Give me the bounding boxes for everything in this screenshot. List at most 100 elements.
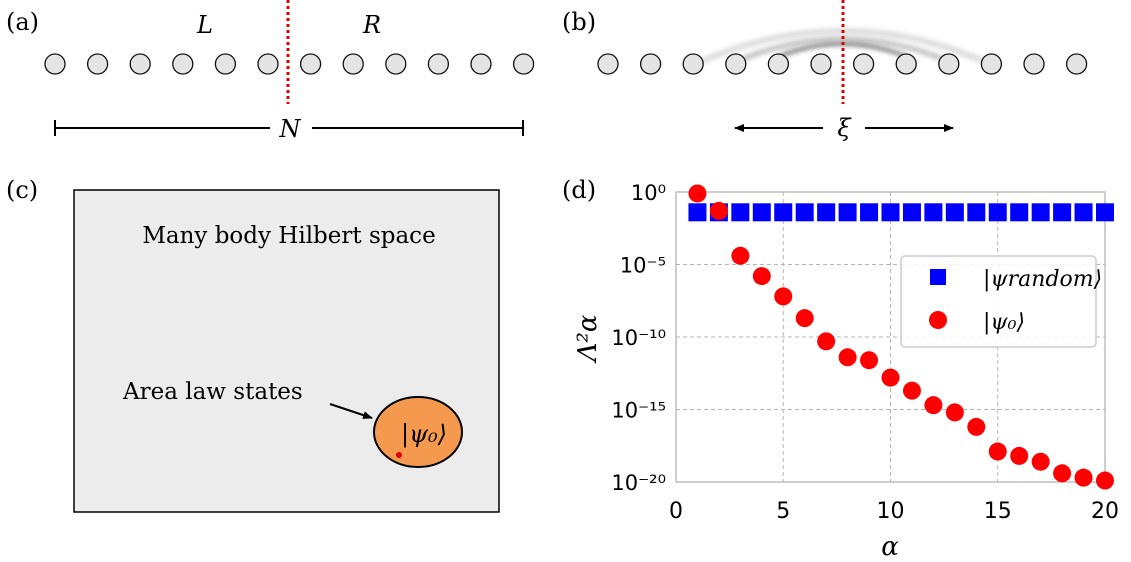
lattice-b-site [895, 53, 917, 75]
data-point-random [1031, 203, 1050, 222]
data-point-psi0 [902, 381, 921, 400]
panel-c: (c) Many body Hilbert space Area law sta… [6, 176, 500, 513]
data-point-psi0 [1031, 452, 1050, 471]
correlation-length-label: ξ [837, 114, 852, 142]
area-law-arrow [329, 403, 373, 419]
y-tick-label: 10⁰ [631, 181, 666, 205]
lattice-a-site [512, 53, 535, 75]
lattice-b-site [810, 53, 832, 75]
lattice-a-site [129, 53, 151, 75]
panel-b: (b) ξ [562, 0, 1088, 142]
lattice-b-site [639, 53, 662, 75]
panel-b-label: (b) [562, 8, 596, 36]
data-point-psi0 [817, 332, 836, 351]
data-point-random [688, 203, 707, 222]
data-point-random [1053, 203, 1072, 222]
panel-a-label: (a) [6, 8, 39, 36]
hilbert-space-title: Many body Hilbert space [142, 223, 435, 249]
data-point-random [988, 203, 1007, 222]
data-point-psi0 [688, 184, 707, 203]
lattice-b-site [1065, 53, 1088, 75]
lattice-b-site [852, 53, 875, 75]
legend-box [900, 255, 1097, 348]
series-psi0-markers [688, 184, 1114, 490]
data-point-psi0 [774, 287, 793, 306]
lattice-a-site [342, 53, 364, 75]
lattice-b-site [938, 53, 960, 75]
lattice-a-site [427, 53, 450, 75]
data-point-random [945, 203, 964, 222]
data-point-psi0 [709, 201, 728, 220]
lattice-sites-a [44, 53, 535, 75]
data-point-psi0 [1096, 471, 1114, 490]
data-point-random [774, 203, 793, 222]
area-law-region [373, 396, 463, 468]
y-axis-label: Λ²α [573, 314, 603, 363]
y-tick-labels: 10⁰ 10⁻⁵ 10⁻¹⁰ 10⁻¹⁵ 10⁻²⁰ [611, 181, 666, 495]
legend-label-psi0: |ψ₀⟩ [983, 310, 1025, 335]
data-point-psi0 [1010, 446, 1029, 465]
legend: |ψrandom⟩ |ψ₀⟩ [900, 255, 1102, 348]
lattice-b-site [980, 53, 1003, 75]
data-point-random [902, 203, 921, 222]
data-point-psi0 [795, 309, 814, 328]
data-point-random [881, 203, 900, 222]
x-tick-label: 0 [669, 499, 683, 524]
panel-d-label: (d) [562, 176, 596, 204]
lattice-a-site [44, 53, 66, 75]
y-tick-label: 10⁻⁵ [620, 254, 666, 278]
panel-c-label: (c) [6, 176, 38, 204]
data-point-random [838, 203, 857, 222]
data-point-random [860, 203, 879, 222]
lattice-a-site [172, 53, 194, 75]
x-axis-label: α [881, 532, 899, 562]
legend-label-random: |ψrandom⟩ [983, 267, 1102, 292]
data-point-psi0 [838, 348, 857, 367]
data-point-random [967, 203, 986, 222]
ground-state-label: |ψ₀⟩ [401, 420, 447, 449]
legend-marker-random [930, 269, 946, 285]
lattice-a-site [470, 53, 492, 75]
data-point-psi0 [945, 403, 964, 422]
data-point-psi0 [924, 396, 943, 415]
system-size-label: N [279, 115, 302, 143]
y-tick-label: 10⁻²⁰ [611, 471, 666, 495]
y-tick-label: 10⁻¹⁵ [611, 399, 666, 423]
data-point-psi0 [881, 368, 900, 387]
lattice-b-site [725, 53, 747, 75]
lattice-a-site [299, 53, 322, 75]
left-subsystem-label: L [196, 11, 213, 39]
right-subsystem-label: R [362, 11, 381, 39]
lattice-a-site [86, 53, 109, 75]
data-point-psi0 [988, 442, 1007, 461]
data-point-random [1074, 203, 1093, 222]
lattice-b-site [597, 53, 619, 75]
lattice-a-site [385, 53, 407, 75]
panel-d: (d) 0 5 10 15 20 10⁰ 10⁻⁵ 10⁻¹⁰ 10⁻¹⁵ 10⁻²⁰ |ψra… [562, 176, 1119, 562]
data-point-psi0 [1053, 464, 1072, 483]
panel-a: (a) L R N [6, 0, 535, 143]
legend-marker-psi0 [929, 311, 947, 329]
data-point-psi0 [752, 267, 771, 286]
lattice-b-site [682, 53, 704, 75]
data-point-random [731, 203, 750, 222]
area-law-label: Area law states [122, 379, 303, 405]
data-point-random [924, 203, 943, 222]
series-random-markers [688, 203, 1114, 222]
data-point-psi0 [967, 417, 986, 436]
lattice-sites-b [597, 53, 1088, 75]
data-point-psi0 [1074, 468, 1093, 487]
data-point-psi0 [860, 351, 879, 370]
lattice-a-site [257, 53, 279, 75]
ground-state-dot [396, 452, 402, 458]
x-tick-label: 15 [984, 499, 1012, 524]
data-point-random [752, 203, 771, 222]
data-point-random [795, 203, 814, 222]
y-tick-label: 10⁻¹⁰ [611, 326, 666, 350]
data-point-random [1096, 203, 1114, 222]
x-tick-label: 10 [877, 499, 905, 524]
lattice-b-site [767, 53, 790, 75]
x-tick-label: 5 [776, 499, 790, 524]
